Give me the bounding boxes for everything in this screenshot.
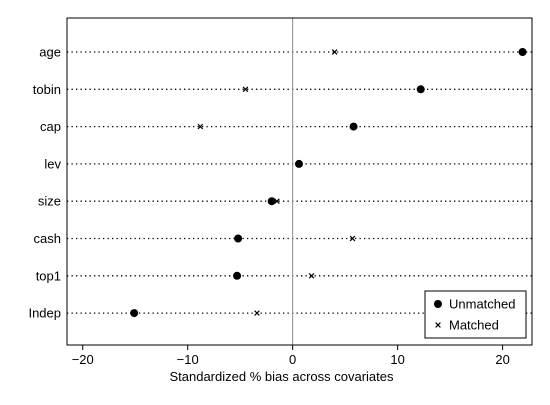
marker-matched-tobin xyxy=(242,86,249,93)
legend-marker-matched xyxy=(435,322,441,328)
marker-unmatched-size xyxy=(267,197,276,206)
x-axis: −20 −10 0 10 20 xyxy=(72,345,510,367)
x-tick-label-10: 10 xyxy=(390,352,404,367)
marker-matched-Indep xyxy=(254,310,260,316)
plot-frame xyxy=(66,17,533,346)
x-tick-label--10: −10 xyxy=(177,352,199,367)
category-label-age: age xyxy=(39,45,61,60)
category-label-cash: cash xyxy=(34,231,61,246)
legend-box xyxy=(424,290,527,339)
data-markers xyxy=(130,48,527,318)
marker-unmatched-cash xyxy=(234,234,243,243)
category-label-size: size xyxy=(38,194,61,209)
marker-matched-size xyxy=(274,198,280,205)
category-label-lev: lev xyxy=(44,156,61,171)
x-tick-label-20: 20 xyxy=(495,352,509,367)
marker-unmatched-cap xyxy=(349,122,358,131)
x-tick-label--20: −20 xyxy=(72,352,94,367)
marker-matched-top1 xyxy=(308,272,315,279)
legend-marker-unmatched xyxy=(434,300,442,308)
marker-unmatched-age xyxy=(518,48,527,56)
gridlines xyxy=(67,51,532,314)
marker-unmatched-tobin xyxy=(416,85,425,94)
marker-unmatched-top1 xyxy=(233,271,242,280)
marker-unmatched-Indep xyxy=(130,309,139,318)
legend: Unmatched Matched xyxy=(424,290,527,339)
category-label-Indep: Indep xyxy=(28,306,61,321)
category-label-top1: top1 xyxy=(36,268,61,283)
marker-matched-lev xyxy=(296,161,302,167)
x-axis-title: Standardized % bias across covariates xyxy=(169,369,394,384)
legend-label-unmatched: Unmatched xyxy=(449,297,515,312)
marker-matched-cap xyxy=(197,123,204,130)
marker-matched-cash xyxy=(349,235,356,242)
category-label-tobin: tobin xyxy=(33,82,61,97)
category-labels: age tobin cap lev size cash top1 Indep xyxy=(28,45,61,321)
marker-matched-age xyxy=(331,49,338,55)
legend-label-matched: Matched xyxy=(449,318,499,333)
category-label-cap: cap xyxy=(40,119,61,134)
x-tick-label-0: 0 xyxy=(289,352,296,367)
